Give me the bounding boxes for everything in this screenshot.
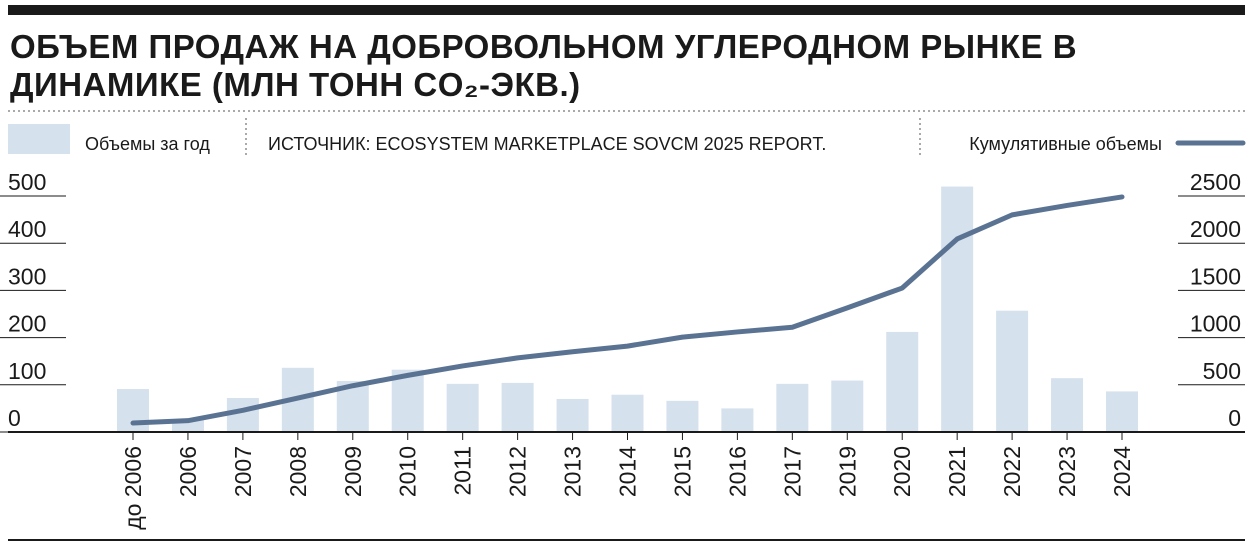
x-tick-label: 2021	[944, 446, 970, 497]
bar	[941, 186, 974, 432]
x-tick-label: 2012	[505, 446, 531, 497]
x-tick-label: 2019	[834, 446, 860, 497]
x-tick-label: 2010	[395, 446, 421, 497]
y-tick-label: 300	[8, 263, 46, 289]
x-tick-label: 2024	[1109, 446, 1135, 497]
x-tick-label: 2008	[285, 446, 311, 497]
source: ИСТОЧНИК: ECOSYSTEM MARKETPLACE SOVCM 20…	[268, 134, 826, 154]
x-tick-label: 2016	[724, 446, 750, 497]
x-tick-label: 2009	[340, 446, 366, 497]
y2-tick-label: 500	[1203, 358, 1241, 384]
y-tick-label: 200	[8, 311, 46, 337]
bar	[226, 398, 259, 432]
x-tick-label: 2015	[669, 446, 695, 497]
bar	[501, 382, 534, 432]
x-tick-label: 2017	[779, 446, 805, 497]
bar	[721, 408, 754, 432]
bar	[831, 380, 864, 432]
chart-title: ОБЪЕМ ПРОДАЖ НА ДОБРОВОЛЬНОМ УГЛЕРОДНОМ …	[10, 28, 1078, 103]
bar	[171, 420, 204, 432]
x-tick-label: 2023	[1054, 446, 1080, 497]
x-tick-label: 2007	[230, 446, 256, 497]
top-bar	[8, 5, 1245, 15]
bar	[611, 394, 644, 432]
bar	[1106, 391, 1138, 432]
x-tick-label: 2022	[999, 446, 1025, 497]
bar	[446, 383, 479, 432]
y-tick-label: 0	[8, 405, 21, 431]
x-tick-label: 2006	[175, 446, 201, 497]
y2-tick-label: 1000	[1190, 311, 1241, 337]
bar	[996, 310, 1029, 432]
x-tick-label: до 2006	[120, 446, 146, 530]
bar	[391, 369, 424, 432]
y2-tick-label: 2000	[1190, 216, 1241, 242]
y-tick-label: 500	[8, 169, 46, 195]
x-tick-label: 2011	[450, 446, 476, 495]
legend-label: Кумулятивные объемы	[969, 134, 1162, 154]
x-tick-label: 2020	[889, 446, 915, 497]
bar	[776, 383, 809, 432]
y2-tick-label: 2500	[1190, 169, 1241, 195]
cumulative-line	[130, 194, 1125, 426]
bar	[666, 400, 699, 432]
bar	[556, 398, 589, 432]
legend-label: Объемы за год	[85, 134, 210, 154]
x-tick-label: 2013	[560, 446, 586, 497]
bar	[1051, 378, 1084, 432]
y-tick-label: 400	[8, 216, 46, 242]
y2-tick-label: 1500	[1190, 263, 1241, 289]
legend-swatch	[8, 124, 70, 154]
y-tick-label: 100	[8, 358, 46, 384]
bar	[117, 389, 149, 432]
x-tick-label: 2014	[615, 446, 641, 497]
bar	[886, 331, 919, 432]
y2-tick-label: 0	[1228, 405, 1241, 431]
